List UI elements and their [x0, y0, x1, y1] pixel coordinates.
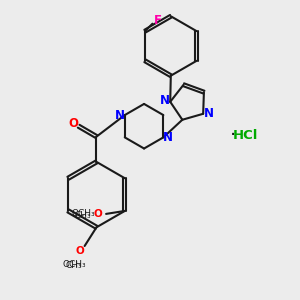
- Text: N: N: [160, 94, 170, 107]
- Text: CH₃: CH₃: [66, 261, 82, 270]
- Text: N: N: [115, 109, 125, 122]
- Text: ·: ·: [230, 126, 236, 145]
- Text: O: O: [76, 246, 85, 256]
- Text: HCl: HCl: [232, 129, 258, 142]
- Text: OCH₃: OCH₃: [71, 209, 95, 218]
- Text: O: O: [94, 209, 102, 219]
- Text: O: O: [68, 117, 78, 130]
- Text: OCH₃: OCH₃: [62, 260, 86, 269]
- Text: F: F: [154, 14, 161, 27]
- Text: N: N: [163, 131, 173, 144]
- Text: CH₃: CH₃: [75, 211, 92, 220]
- Text: N: N: [203, 107, 214, 120]
